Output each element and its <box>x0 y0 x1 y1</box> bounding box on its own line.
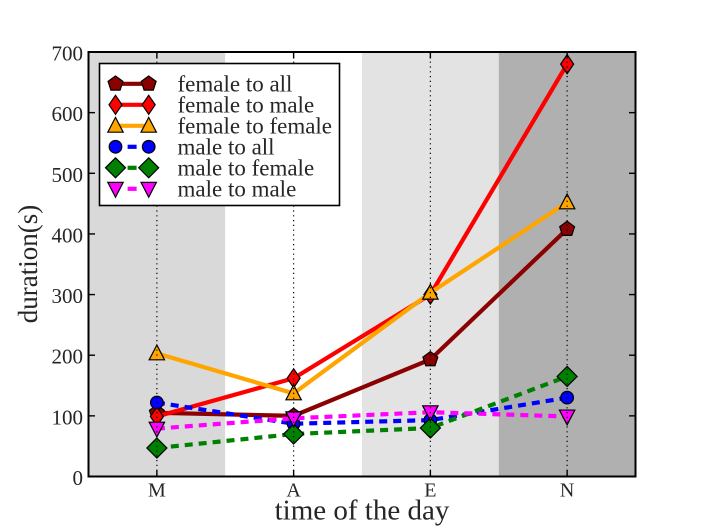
svg-text:600: 600 <box>52 102 84 126</box>
svg-text:700: 700 <box>52 42 84 66</box>
svg-text:female to male: female to male <box>178 92 315 117</box>
svg-text:male to all: male to all <box>178 134 275 159</box>
svg-text:400: 400 <box>52 223 84 247</box>
svg-text:100: 100 <box>52 405 84 429</box>
svg-text:time of the day: time of the day <box>275 495 450 527</box>
svg-text:0: 0 <box>73 466 84 490</box>
svg-text:300: 300 <box>52 284 84 308</box>
svg-text:female to female: female to female <box>178 113 333 138</box>
svg-text:female to all: female to all <box>178 71 293 96</box>
svg-text:500: 500 <box>52 163 84 187</box>
svg-text:M: M <box>148 480 166 502</box>
svg-text:male to male: male to male <box>178 176 297 201</box>
svg-text:A: A <box>286 480 301 502</box>
svg-text:200: 200 <box>52 345 84 369</box>
svg-text:male to female: male to female <box>178 155 315 180</box>
svg-text:duration(s): duration(s) <box>13 205 43 323</box>
svg-text:E: E <box>424 480 436 502</box>
svg-text:N: N <box>560 480 574 502</box>
